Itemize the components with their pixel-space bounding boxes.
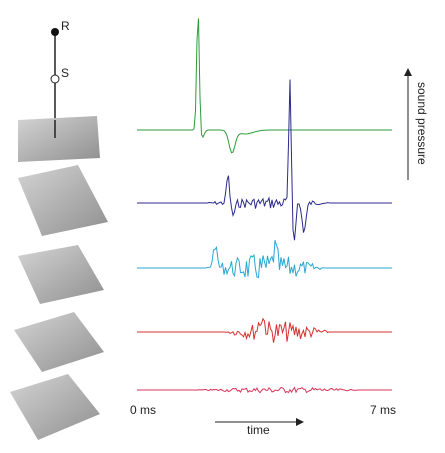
plate-bumps	[10, 374, 100, 440]
plate-ridges	[18, 245, 104, 304]
receiver-label: R	[61, 19, 70, 33]
waveform	[137, 317, 392, 343]
waveform	[137, 240, 392, 279]
y-axis-label: sound pressure	[415, 82, 429, 165]
plates	[10, 116, 108, 440]
x-axis-label: time	[247, 423, 270, 437]
plate-flat	[18, 116, 100, 162]
plate-blocks	[18, 165, 108, 236]
plate-rough	[14, 312, 104, 372]
source-dot	[50, 74, 60, 84]
waveform	[137, 386, 392, 394]
source-label: S	[61, 66, 69, 80]
x-start-label: 0 ms	[130, 403, 156, 417]
waveform	[137, 18, 392, 154]
receiver-dot	[51, 28, 59, 36]
x-end-label: 7 ms	[370, 403, 396, 417]
waveforms	[137, 18, 392, 394]
waveform	[137, 79, 392, 241]
